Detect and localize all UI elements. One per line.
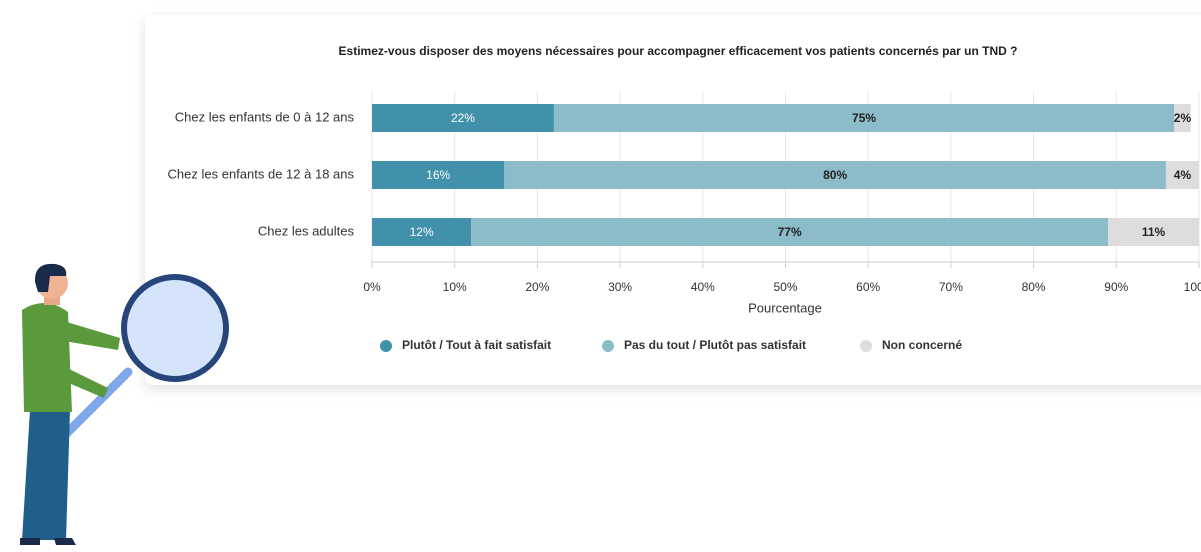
x-tick-label: 90%	[1104, 280, 1128, 294]
x-tick-label: 20%	[525, 280, 549, 294]
bar-segment	[1165, 161, 1199, 189]
bar-segment	[553, 104, 1175, 132]
data-label: 77%	[778, 225, 802, 239]
x-axis-label: Pourcentage	[748, 300, 822, 315]
plot: 0% 10% 20% 30% 40% 50% 60% 70% 80% 90% 100% Chez le…	[168, 92, 1201, 352]
bar-segment	[1108, 218, 1199, 246]
x-tick-label: 10%	[443, 280, 467, 294]
data-label: 11%	[1142, 225, 1166, 239]
x-tick-label: 80%	[1022, 280, 1046, 294]
x-tick-label: 50%	[773, 280, 797, 294]
legend-swatch	[380, 340, 392, 352]
legend-swatch	[860, 340, 872, 352]
y-tick-label: Chez les adultes	[258, 223, 355, 238]
y-tick-label: Chez les enfants de 0 à 12 ans	[175, 109, 355, 124]
bar-segment	[504, 161, 1166, 189]
x-tick-label: 60%	[856, 280, 880, 294]
bar-segment	[372, 104, 554, 132]
data-label: 2%	[1174, 111, 1192, 125]
x-tick-label: 70%	[939, 280, 963, 294]
data-label: 22%	[451, 111, 475, 125]
bar-segment	[1174, 104, 1191, 132]
bar-segment	[372, 161, 505, 189]
illustration	[20, 263, 229, 545]
legend-swatch	[602, 340, 614, 352]
legend-label: Pas du tout / Plutôt pas satisfait	[624, 338, 806, 352]
data-label: 75%	[852, 111, 876, 125]
legend-label: Plutôt / Tout à fait satisfait	[402, 338, 551, 352]
card	[145, 15, 1201, 385]
data-label: 4%	[1174, 168, 1192, 182]
legend-label: Non concerné	[882, 338, 962, 352]
chart-title: Estimez-vous disposer des moyens nécessa…	[339, 44, 1018, 58]
x-tick-label: 100%	[1184, 280, 1201, 294]
data-label: 80%	[823, 168, 847, 182]
data-label: 12%	[410, 225, 434, 239]
x-tick-label: 0%	[363, 280, 381, 294]
bar-segment	[471, 218, 1109, 246]
x-tick-label: 40%	[691, 280, 715, 294]
bar-segment	[372, 218, 472, 246]
data-label: 16%	[426, 168, 450, 182]
y-tick-label: Chez les enfants de 12 à 18 ans	[168, 166, 355, 181]
x-tick-label: 30%	[608, 280, 632, 294]
